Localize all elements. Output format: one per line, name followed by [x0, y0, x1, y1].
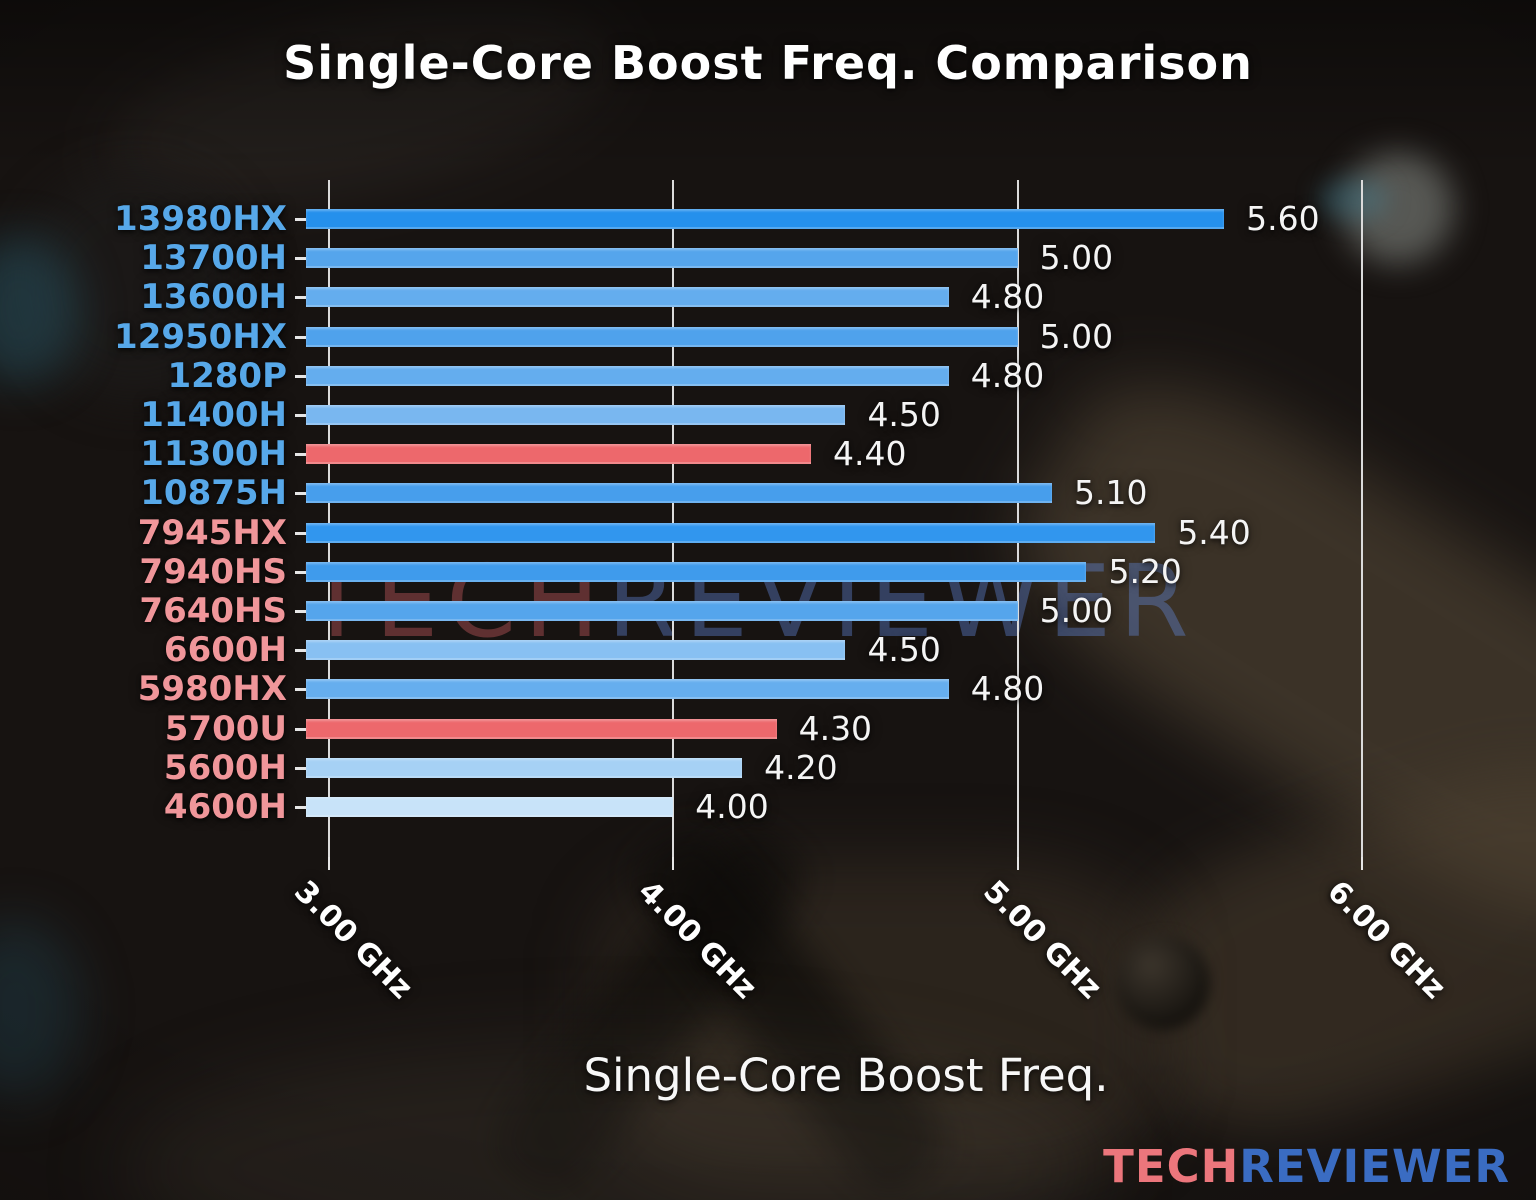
bar-5600H	[306, 757, 743, 778]
chart-title: Single-Core Boost Freq. Comparison	[283, 36, 1253, 90]
bar-13980HX	[306, 209, 1225, 229]
bar-7940HS	[306, 561, 1087, 582]
y-axis-label-7945HX: 7945HX	[137, 512, 287, 553]
x-tick-mark	[328, 857, 330, 870]
bar-11300H	[306, 444, 812, 465]
bar-5700U	[306, 718, 777, 739]
y-tick-mark	[295, 531, 306, 535]
y-tick-mark	[295, 257, 306, 261]
y-axis-label-6600H: 6600H	[163, 630, 287, 671]
bar-value-label: 4.80	[970, 669, 1045, 709]
y-axis-label-11400H: 11400H	[140, 395, 287, 435]
bar-value-label: 5.00	[1039, 238, 1114, 278]
x-tick-mark	[1360, 857, 1363, 870]
x-tick-label: 4.00 GHz	[631, 874, 764, 1006]
techreviewer-logo: TECHREVIEWER	[1010, 1140, 1510, 1193]
y-tick-mark	[295, 453, 306, 457]
y-tick-mark	[295, 806, 306, 809]
y-axis-label-13980HX: 13980HX	[114, 199, 287, 239]
bar-1280P	[306, 365, 949, 386]
logo-tech: TECH	[1103, 1140, 1240, 1193]
y-axis-label-7940HS: 7940HS	[139, 551, 287, 592]
y-axis-label-1280P: 1280P	[167, 355, 287, 396]
bar-value-label: 4.30	[798, 708, 873, 748]
y-tick-mark	[295, 414, 306, 417]
gridline	[1360, 180, 1363, 857]
y-axis-label-5980HX: 5980HX	[137, 669, 287, 710]
bar-7640HS	[306, 601, 1018, 621]
y-tick-mark	[295, 688, 306, 692]
bar-13700H	[306, 248, 1018, 269]
bar-value-label: 4.40	[833, 434, 907, 474]
bar-value-label: 5.20	[1108, 551, 1182, 591]
y-tick-mark	[295, 335, 306, 339]
gridline	[672, 180, 675, 857]
y-tick-mark	[295, 766, 306, 770]
bar-value-label: 5.60	[1246, 199, 1320, 238]
bar-value-label: 4.20	[764, 747, 838, 787]
y-tick-mark	[295, 649, 306, 653]
y-tick-mark	[295, 374, 306, 378]
bar-10875H	[306, 483, 1053, 504]
bar-13600H	[306, 287, 949, 308]
y-tick-mark	[295, 570, 306, 574]
y-axis-label-7640HS: 7640HS	[139, 591, 287, 631]
x-tick-label: 3.00 GHz	[287, 874, 420, 1006]
bar-value-label: 4.80	[970, 355, 1045, 395]
bar-value-label: 4.50	[867, 395, 941, 434]
y-axis-label-12950HX: 12950HX	[114, 316, 287, 357]
bar-value-label: 4.50	[867, 630, 941, 670]
x-tick-label: 5.00 GHz	[975, 874, 1108, 1006]
bar-12950HX	[306, 326, 1018, 347]
y-axis-label-10875H: 10875H	[140, 473, 287, 514]
y-axis-label-13600H: 13600H	[140, 277, 287, 318]
bar-5980HX	[306, 679, 949, 700]
y-tick-mark	[295, 296, 306, 300]
y-axis-label-11300H: 11300H	[140, 434, 287, 475]
bar-value-label: 4.00	[695, 787, 769, 826]
y-axis-label-5600H: 5600H	[163, 747, 287, 788]
bar-value-label: 5.40	[1177, 512, 1251, 552]
plot-area	[306, 180, 1435, 857]
x-tick-mark	[672, 857, 675, 870]
gridline	[328, 180, 330, 857]
y-axis-label-5700U: 5700U	[164, 708, 287, 749]
bar-value-label: 5.10	[1074, 473, 1148, 513]
bar-value-label: 5.00	[1039, 316, 1114, 356]
y-tick-mark	[295, 218, 306, 221]
bar-11400H	[306, 405, 846, 425]
y-tick-mark	[295, 492, 306, 496]
bar-value-label: 4.80	[970, 277, 1045, 317]
x-tick-label: 6.00 GHz	[1320, 874, 1453, 1006]
bar-4600H	[306, 797, 674, 817]
y-axis-label-4600H: 4600H	[163, 787, 287, 827]
bar-value-label: 5.00	[1039, 591, 1114, 630]
y-tick-mark	[295, 610, 306, 613]
y-axis-label-13700H: 13700H	[140, 238, 287, 279]
y-tick-mark	[295, 727, 306, 731]
x-tick-mark	[1016, 857, 1019, 870]
x-axis-title: Single-Core Boost Freq.	[583, 1049, 1109, 1102]
bar-7945HX	[306, 522, 1156, 543]
bar-6600H	[306, 640, 846, 661]
logo-reviewer: REVIEWER	[1239, 1140, 1510, 1193]
